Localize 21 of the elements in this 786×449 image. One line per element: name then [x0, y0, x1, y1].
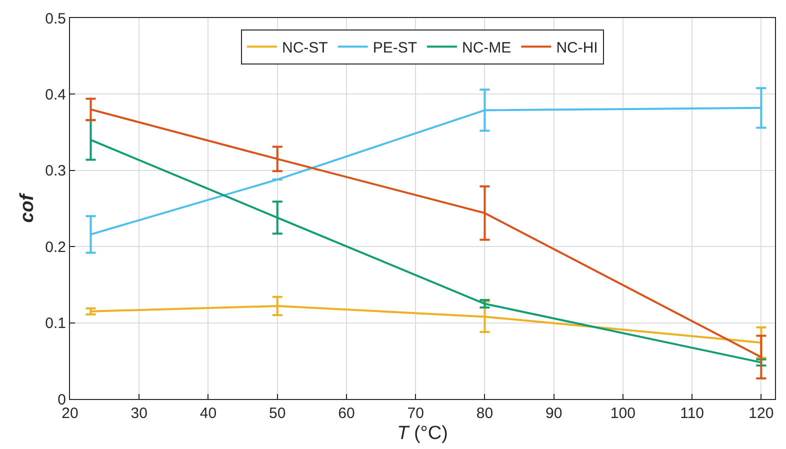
y-tick-label: 0.1 [45, 315, 66, 332]
legend-label: NC-ME [462, 40, 512, 57]
x-tick-label: 50 [269, 405, 286, 422]
y-tick-label: 0.3 [45, 162, 66, 180]
x-axis-title: T (°C) [397, 422, 448, 444]
x-tick-label: 110 [680, 405, 704, 422]
y-tick-label: 0.2 [45, 238, 66, 256]
y-tick-label: 0.4 [45, 86, 66, 104]
x-tick-label: 40 [200, 405, 217, 422]
legend-label: PE-ST [372, 40, 418, 57]
x-tick-label: 120 [748, 405, 774, 422]
legend-label: NC-HI [556, 40, 598, 57]
legend-label: NC-ST [282, 40, 328, 57]
x-tick-label: 100 [610, 405, 636, 422]
y-axis-title: cof [16, 192, 38, 223]
x-tick-label: 80 [476, 405, 494, 422]
x-tick-label: 70 [407, 405, 424, 422]
y-tick-label: 0.5 [45, 10, 66, 28]
x-tick-label: 60 [338, 405, 355, 422]
x-tick-label: 90 [545, 405, 562, 422]
x-tick-label: 30 [130, 405, 148, 422]
